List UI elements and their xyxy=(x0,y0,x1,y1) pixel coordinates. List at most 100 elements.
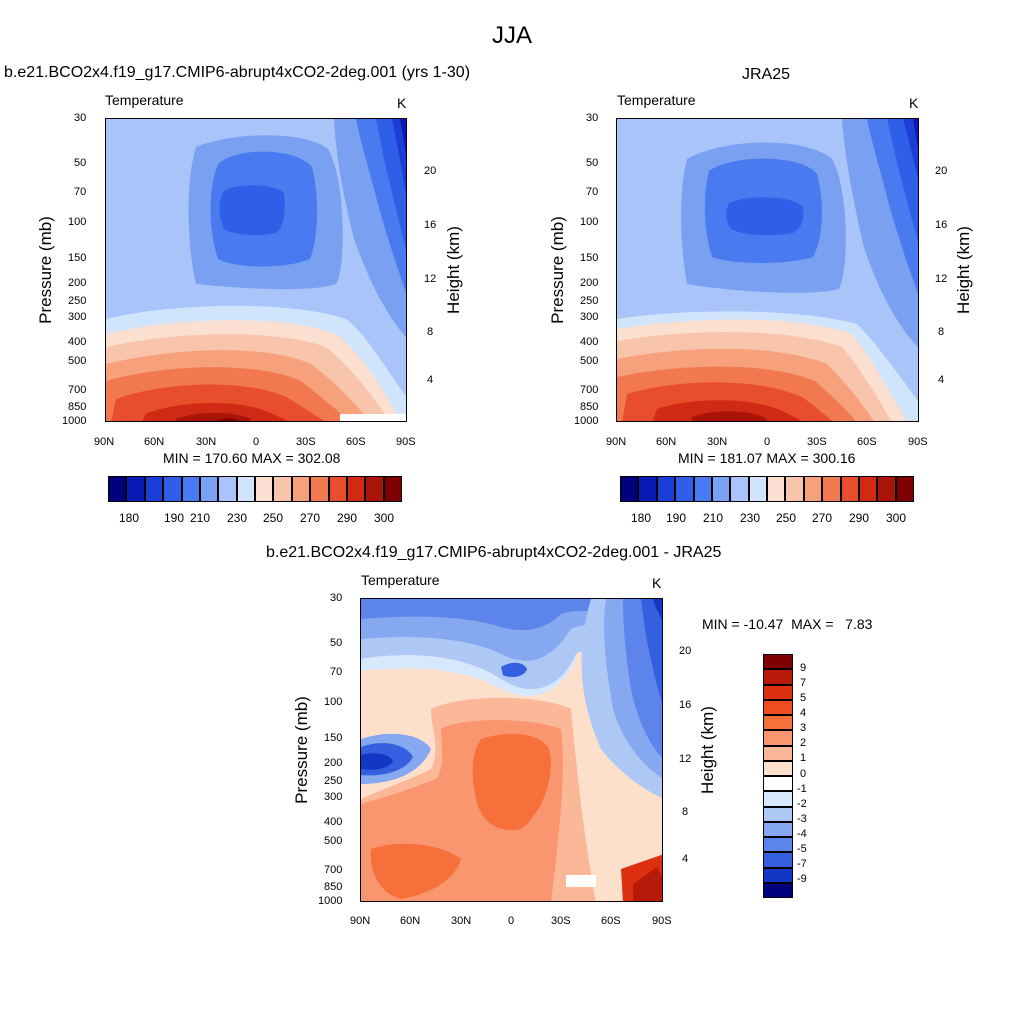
y-tick: 700 xyxy=(68,384,87,396)
panel-diff-contour-plot xyxy=(360,598,663,902)
colorbar-swatch xyxy=(763,791,793,807)
colorbar-label: 180 xyxy=(119,511,140,525)
panel-model-contour-plot xyxy=(105,118,407,422)
colorbar-swatch xyxy=(763,837,793,853)
colorbar-swatch xyxy=(108,476,127,502)
x-tick: 60S xyxy=(601,915,621,927)
y-tick: 500 xyxy=(68,355,87,367)
panel-diff-colorbar xyxy=(763,654,793,898)
panel-diff-subtitle-left: Temperature xyxy=(361,572,440,588)
x-tick: 0 xyxy=(508,915,515,927)
y-tick: 850 xyxy=(68,401,87,413)
colorbar-swatch xyxy=(822,476,841,502)
y-tick: 70 xyxy=(74,186,87,198)
colorbar-swatch xyxy=(383,476,402,502)
panel-diff-title: b.e21.BCO2x4.f19_g17.CMIP6-abrupt4xCO2-2… xyxy=(266,544,722,561)
colorbar-label: 300 xyxy=(374,511,395,525)
colorbar-label: 4 xyxy=(800,707,807,719)
y-tick: 400 xyxy=(324,816,343,828)
colorbar-label: -7 xyxy=(797,858,807,870)
colorbar-label: -2 xyxy=(797,798,807,810)
y-tick-right: 4 xyxy=(938,374,945,386)
panel-diff-unit: K xyxy=(652,575,662,591)
colorbar-label: 190 xyxy=(164,511,185,525)
y-tick: 30 xyxy=(586,112,599,124)
panel-diff-minmax: MIN = -10.47 MAX = 7.83 xyxy=(702,616,873,632)
colorbar-swatch xyxy=(763,715,793,731)
colorbar-swatch xyxy=(273,476,292,502)
y-tick-right: 8 xyxy=(938,326,945,338)
colorbar-swatch xyxy=(763,806,793,822)
colorbar-label: -3 xyxy=(797,813,807,825)
colorbar-label: -4 xyxy=(797,828,807,840)
colorbar-swatch xyxy=(763,821,793,837)
y-tick: 200 xyxy=(324,757,343,769)
colorbar-label: -9 xyxy=(797,873,807,885)
y-tick-right: 12 xyxy=(935,273,948,285)
y-tick: 400 xyxy=(580,336,599,348)
y-tick-right: 4 xyxy=(427,374,434,386)
x-tick: 0 xyxy=(764,436,771,448)
x-tick: 90S xyxy=(908,436,928,448)
colorbar-label: -1 xyxy=(797,783,807,795)
panel-obs-subtitle-left: Temperature xyxy=(617,92,696,108)
x-tick: 60N xyxy=(144,436,165,448)
y-tick: 400 xyxy=(68,336,87,348)
colorbar-swatch xyxy=(763,699,793,715)
y-tick: 500 xyxy=(324,835,343,847)
y-tick-right: 4 xyxy=(682,853,689,865)
y-tick: 70 xyxy=(330,666,343,678)
x-tick: 90N xyxy=(606,436,627,448)
colorbar-swatch xyxy=(656,476,676,502)
colorbar-swatch xyxy=(218,476,237,502)
main-title: JJA xyxy=(491,22,532,49)
colorbar-label: 3 xyxy=(800,722,807,734)
y-tick-right: 16 xyxy=(424,219,437,231)
colorbar-swatch xyxy=(638,476,657,502)
colorbar-swatch xyxy=(803,476,823,502)
colorbar-label: 250 xyxy=(263,511,284,525)
panel-model-unit: K xyxy=(397,95,407,111)
colorbar-swatch xyxy=(163,476,182,502)
y-tick: 250 xyxy=(580,295,599,307)
x-tick: 60N xyxy=(656,436,677,448)
colorbar-swatch xyxy=(763,654,793,670)
y-tick-right: 20 xyxy=(935,165,948,177)
colorbar-swatch xyxy=(763,745,793,761)
colorbar-label: 300 xyxy=(886,511,907,525)
x-tick: 30N xyxy=(707,436,728,448)
y-tick: 50 xyxy=(74,157,87,169)
colorbar-label: 210 xyxy=(703,511,724,525)
panel-diff-ylabel-right: Height (km) xyxy=(698,706,717,794)
colorbar-swatch xyxy=(236,476,255,502)
y-tick-right: 8 xyxy=(427,326,434,338)
colorbar-swatch xyxy=(858,476,878,502)
colorbar-label: 5 xyxy=(800,692,807,704)
x-tick: 30S xyxy=(551,915,571,927)
panel-model-title: b.e21.BCO2x4.f19_g17.CMIP6-abrupt4xCO2-2… xyxy=(4,64,471,81)
panel-obs-ylabel: Pressure (mb) xyxy=(548,216,567,324)
y-tick: 150 xyxy=(324,732,343,744)
y-tick: 700 xyxy=(324,864,343,876)
y-tick: 70 xyxy=(586,186,599,198)
y-tick-right: 16 xyxy=(679,699,692,711)
x-tick: 0 xyxy=(253,436,260,448)
colorbar-label: 0 xyxy=(800,768,807,780)
y-tick: 30 xyxy=(74,112,87,124)
y-tick: 200 xyxy=(580,277,599,289)
colorbar-swatch xyxy=(763,776,793,792)
colorbar-swatch xyxy=(310,476,329,502)
colorbar-swatch xyxy=(895,476,914,502)
colorbar-label: 270 xyxy=(812,511,833,525)
y-tick-right: 20 xyxy=(424,165,437,177)
colorbar-swatch xyxy=(693,476,712,502)
colorbar-swatch xyxy=(291,476,311,502)
colorbar-label: -5 xyxy=(797,843,807,855)
y-tick: 300 xyxy=(324,791,343,803)
colorbar-swatch xyxy=(748,476,767,502)
y-tick-right: 12 xyxy=(424,273,437,285)
y-tick: 1000 xyxy=(318,895,343,907)
x-tick: 60N xyxy=(400,915,421,927)
colorbar-swatch xyxy=(144,476,164,502)
panel-obs-ylabel-right: Height (km) xyxy=(954,226,973,314)
